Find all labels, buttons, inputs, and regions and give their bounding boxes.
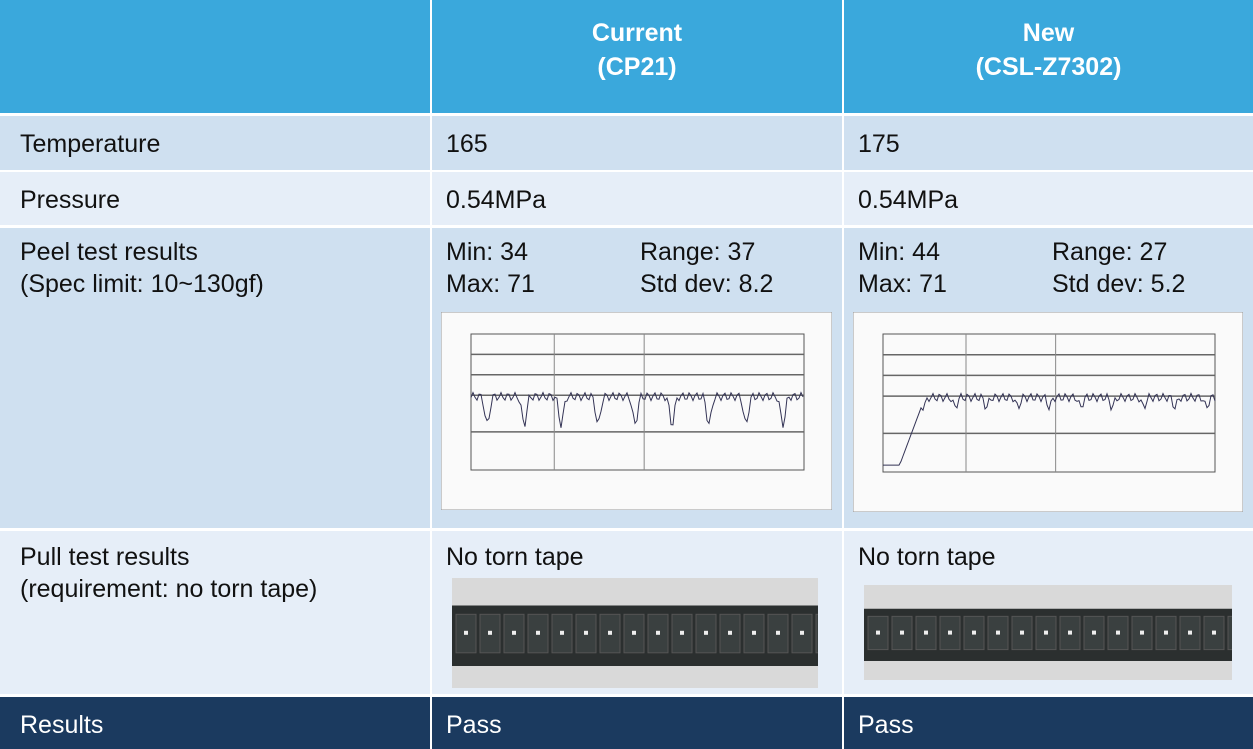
row-label-cell: Peel test results (Spec limit: 10~130gf) bbox=[0, 228, 430, 528]
die bbox=[1068, 631, 1072, 635]
header-cell: New (CSL-Z7302) bbox=[844, 0, 1253, 113]
cell-text: 165 bbox=[446, 128, 488, 160]
pocket bbox=[816, 614, 818, 653]
peel-plot-image bbox=[441, 312, 832, 510]
die bbox=[776, 631, 780, 635]
cell-text: No torn tape bbox=[446, 541, 584, 573]
tape-photo bbox=[452, 578, 818, 688]
row-label: Temperature bbox=[20, 128, 160, 160]
tape-photo bbox=[864, 585, 1232, 680]
die bbox=[752, 631, 756, 635]
die bbox=[608, 631, 612, 635]
row-label-cell: Temperature bbox=[0, 116, 430, 170]
stat: Max: 71 bbox=[446, 268, 535, 300]
row-label: (requirement: no torn tape) bbox=[20, 573, 317, 605]
cell: 0.54MPa bbox=[432, 172, 842, 225]
page: Current (CP21) New (CSL-Z7302) Temperatu… bbox=[0, 0, 1253, 749]
die bbox=[800, 631, 804, 635]
row-label: Pull test results bbox=[20, 541, 190, 573]
die bbox=[728, 631, 732, 635]
die bbox=[1092, 631, 1096, 635]
die bbox=[1188, 631, 1192, 635]
cell: 165 bbox=[432, 116, 842, 170]
row-label: Pressure bbox=[20, 184, 120, 216]
die bbox=[924, 631, 928, 635]
cell: 175 bbox=[844, 116, 1253, 170]
stat: Min: 44 bbox=[858, 236, 940, 268]
cell-text: 175 bbox=[858, 128, 900, 160]
cell: Min: 34 Range: 37 Max: 71 Std dev: 8.2 bbox=[432, 228, 842, 528]
die bbox=[584, 631, 588, 635]
die bbox=[560, 631, 564, 635]
die bbox=[680, 631, 684, 635]
die bbox=[972, 631, 976, 635]
die bbox=[1212, 631, 1216, 635]
die bbox=[512, 631, 516, 635]
die bbox=[464, 631, 468, 635]
cell: Pass bbox=[432, 697, 842, 749]
peel-plot-image bbox=[853, 312, 1243, 512]
cell: No torn tape bbox=[432, 531, 842, 694]
die bbox=[1140, 631, 1144, 635]
die bbox=[632, 631, 636, 635]
header-cell: Current (CP21) bbox=[432, 0, 842, 113]
die bbox=[1020, 631, 1024, 635]
header-code: (CP21) bbox=[432, 50, 842, 84]
die bbox=[1164, 631, 1168, 635]
stat: Max: 71 bbox=[858, 268, 947, 300]
die bbox=[536, 631, 540, 635]
row-label: Peel test results bbox=[20, 236, 198, 268]
header-code: (CSL-Z7302) bbox=[844, 50, 1253, 84]
row-label-cell: Pressure bbox=[0, 172, 430, 225]
stat: Range: 37 bbox=[640, 236, 755, 268]
cell-text: Pass bbox=[858, 709, 914, 741]
header-name: Current bbox=[432, 16, 842, 50]
cell: Min: 44 Range: 27 Max: 71 Std dev: 5.2 bbox=[844, 228, 1253, 528]
header-name: New bbox=[844, 16, 1253, 50]
die bbox=[656, 631, 660, 635]
die bbox=[948, 631, 952, 635]
row-label: Results bbox=[20, 709, 103, 741]
die bbox=[996, 631, 1000, 635]
image-bg bbox=[441, 312, 832, 510]
row-label-cell: Results bbox=[0, 697, 430, 749]
cell: Pass bbox=[844, 697, 1253, 749]
stat: Std dev: 5.2 bbox=[1052, 268, 1185, 300]
cell: 0.54MPa bbox=[844, 172, 1253, 225]
die bbox=[900, 631, 904, 635]
die bbox=[488, 631, 492, 635]
pocket bbox=[1228, 616, 1232, 649]
die bbox=[1116, 631, 1120, 635]
die bbox=[1044, 631, 1048, 635]
stat: Min: 34 bbox=[446, 236, 528, 268]
stat: Range: 27 bbox=[1052, 236, 1167, 268]
header-cell bbox=[0, 0, 430, 113]
row-label-cell: Pull test results (requirement: no torn … bbox=[0, 531, 430, 694]
cell-text: 0.54MPa bbox=[446, 184, 546, 216]
cell-text: 0.54MPa bbox=[858, 184, 958, 216]
die bbox=[876, 631, 880, 635]
cell: No torn tape bbox=[844, 531, 1253, 694]
cell-text: Pass bbox=[446, 709, 502, 741]
stat: Std dev: 8.2 bbox=[640, 268, 773, 300]
row-label: (Spec limit: 10~130gf) bbox=[20, 268, 264, 300]
die bbox=[704, 631, 708, 635]
image-bg bbox=[853, 312, 1243, 512]
cell-text: No torn tape bbox=[858, 541, 996, 573]
